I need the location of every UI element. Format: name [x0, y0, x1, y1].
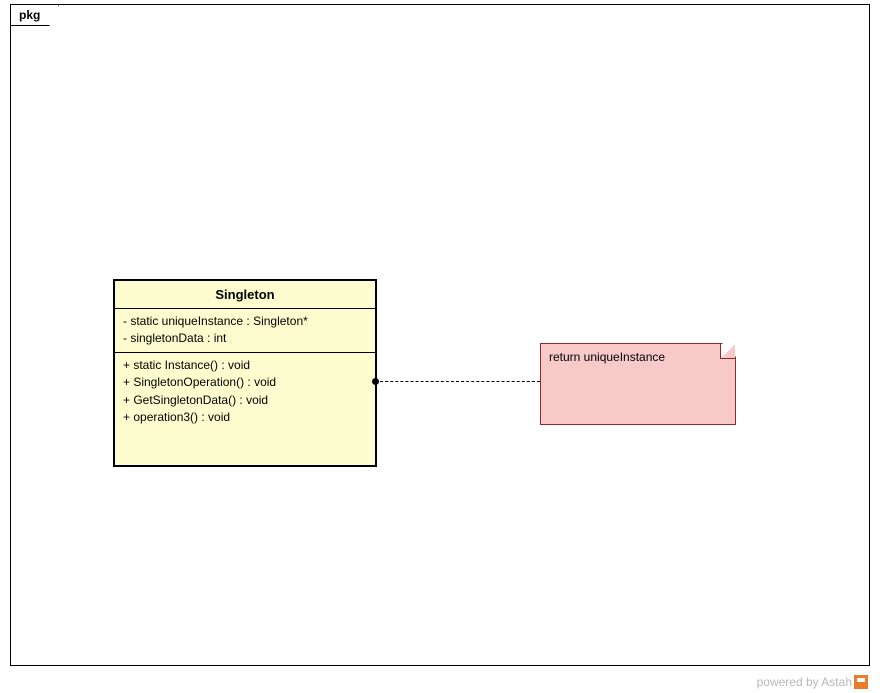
- package-tab: pkg: [10, 4, 59, 26]
- package-frame: pkg Singleton - static uniqueInstance : …: [10, 4, 870, 666]
- note-fold-icon: [720, 344, 735, 359]
- class-operation: + operation3() : void: [123, 409, 367, 426]
- uml-note: return uniqueInstance: [540, 343, 736, 425]
- connector-line: [375, 381, 540, 382]
- package-name: pkg: [19, 8, 40, 22]
- class-operation: + static Instance() : void: [123, 357, 367, 374]
- class-operation: + GetSingletonData() : void: [123, 392, 367, 409]
- astah-icon: [854, 675, 868, 689]
- class-attributes: - static uniqueInstance : Singleton*- si…: [115, 309, 375, 353]
- footer-watermark: powered by Astah: [757, 675, 868, 689]
- class-attribute: - singletonData : int: [123, 330, 367, 347]
- uml-class-singleton: Singleton - static uniqueInstance : Sing…: [113, 279, 377, 467]
- class-operation: + SingletonOperation() : void: [123, 374, 367, 391]
- class-name: Singleton: [115, 281, 375, 309]
- note-text: return uniqueInstance: [549, 350, 665, 364]
- class-attribute: - static uniqueInstance : Singleton*: [123, 313, 367, 330]
- footer-text: powered by Astah: [757, 675, 852, 689]
- class-operations: + static Instance() : void+ SingletonOpe…: [115, 353, 375, 431]
